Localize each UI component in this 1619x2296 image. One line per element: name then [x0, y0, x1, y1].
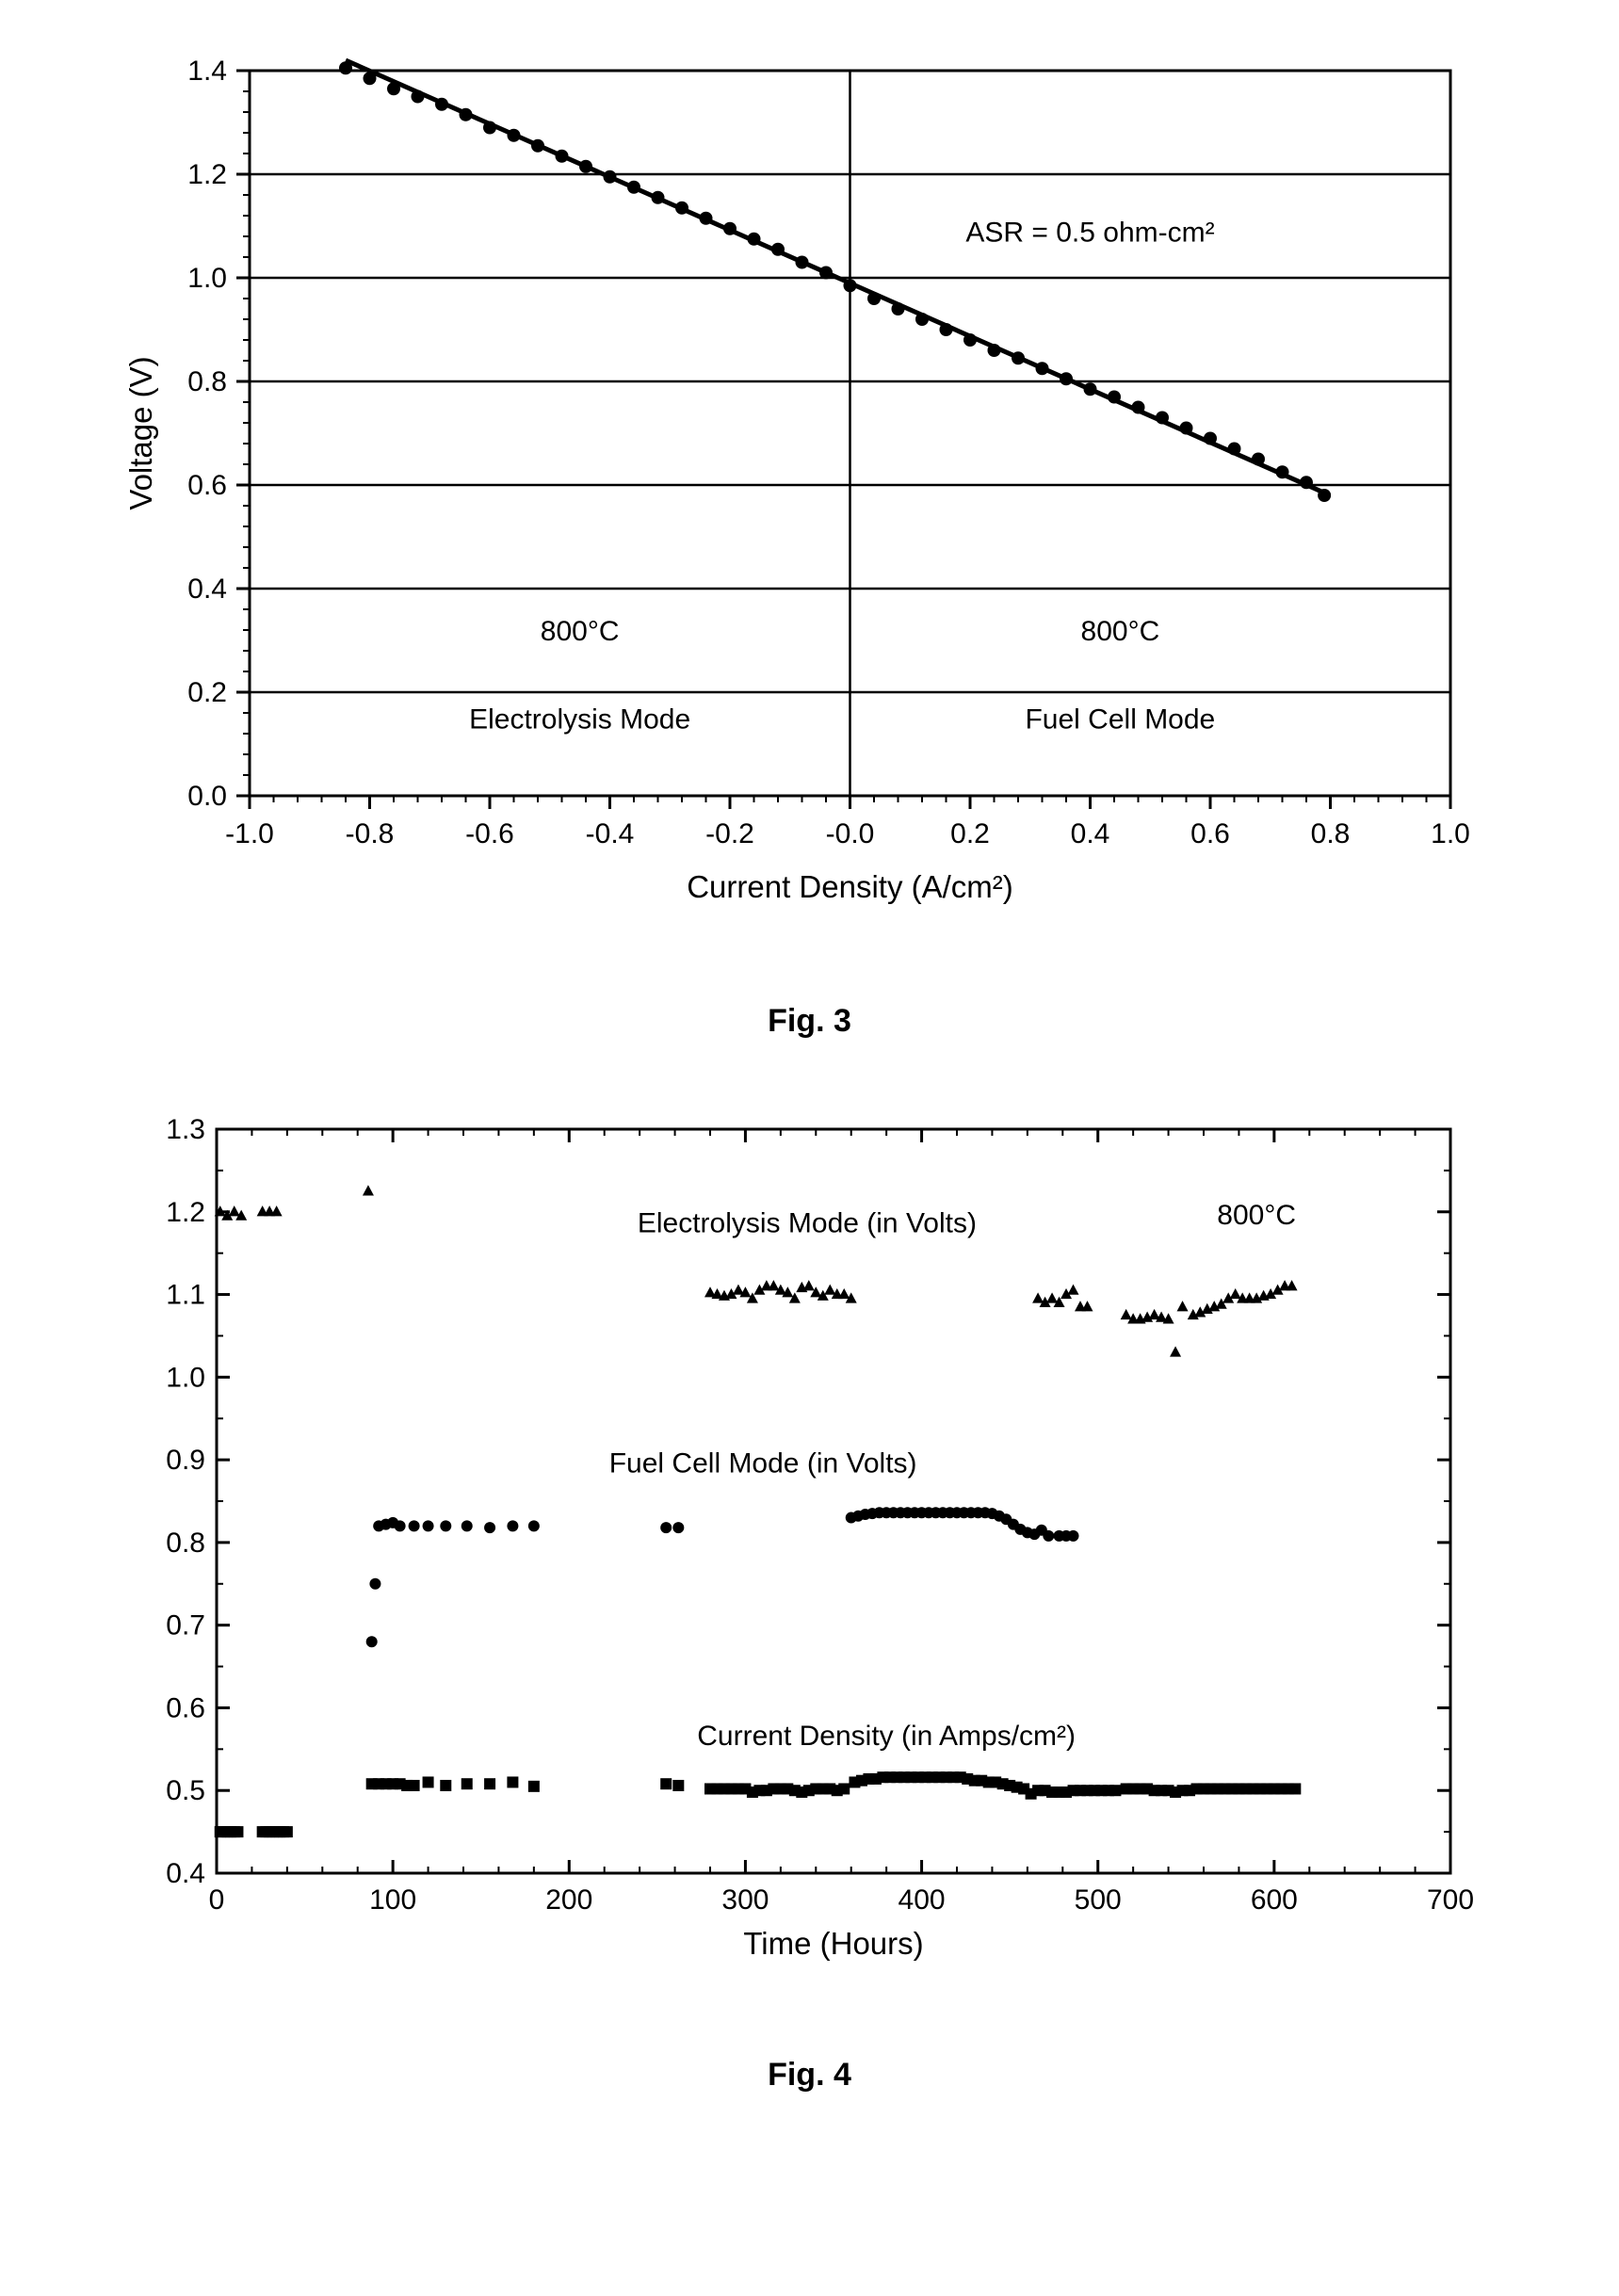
svg-text:0.4: 0.4: [166, 1858, 205, 1889]
svg-text:0.6: 0.6: [187, 470, 227, 501]
svg-text:Electrolysis Mode (in Volts): Electrolysis Mode (in Volts): [638, 1208, 977, 1239]
fig3-container: -1.0 -0.8 -0.6 -0.4 -0.2 -0.0 0.2 0.4 0.6 0.8 1.0 0…: [57, 38, 1562, 975]
svg-text:Time (Hours): Time (Hours): [743, 1926, 923, 1961]
svg-text:800°C: 800°C: [541, 616, 620, 647]
svg-text:0.8: 0.8: [187, 366, 227, 397]
fig3-chart: -1.0 -0.8 -0.6 -0.4 -0.2 -0.0 0.2 0.4 0.6 0.8 1.0 0…: [57, 38, 1507, 970]
svg-text:-0.2: -0.2: [705, 818, 754, 849]
page: -1.0-0.8-0.6-0.4-0.2-0.00.20.40.60.81.00…: [0, 0, 1619, 2188]
fig4-caption: Fig. 4: [57, 2057, 1562, 2094]
svg-text:-0.4: -0.4: [586, 818, 635, 849]
svg-text:1.2: 1.2: [187, 159, 227, 190]
svg-text:0.0: 0.0: [187, 781, 227, 812]
svg-text:1.1: 1.1: [166, 1280, 205, 1311]
svg-text:600: 600: [1251, 1884, 1298, 1916]
fig4-chart: 0 100 200 300 400 500 600 700 0.4 0.5 0.6 0.7 0.8 0.9…: [57, 1096, 1507, 2024]
svg-text:0.5: 0.5: [166, 1775, 205, 1806]
svg-text:0.9: 0.9: [166, 1445, 205, 1476]
svg-text:Electrolysis Mode: Electrolysis Mode: [469, 704, 690, 736]
svg-text:700: 700: [1427, 1884, 1474, 1916]
svg-text:Current Density (A/cm²): Current Density (A/cm²): [687, 869, 1013, 904]
svg-text:1.0: 1.0: [166, 1362, 205, 1393]
svg-text:400: 400: [899, 1884, 946, 1916]
svg-text:100: 100: [369, 1884, 416, 1916]
svg-text:200: 200: [545, 1884, 592, 1916]
svg-text:1.3: 1.3: [166, 1114, 205, 1145]
svg-text:0.7: 0.7: [166, 1610, 205, 1641]
svg-text:300: 300: [721, 1884, 769, 1916]
svg-text:Fuel Cell Mode (in Volts): Fuel Cell Mode (in Volts): [609, 1447, 917, 1479]
svg-text:1.2: 1.2: [166, 1197, 205, 1228]
svg-text:0.2: 0.2: [950, 818, 990, 849]
svg-text:1.4: 1.4: [187, 56, 227, 87]
svg-text:800°C: 800°C: [1217, 1200, 1296, 1231]
svg-text:0.2: 0.2: [187, 677, 227, 708]
svg-text:0: 0: [209, 1884, 225, 1916]
svg-text:0.8: 0.8: [1311, 818, 1351, 849]
svg-text:-0.0: -0.0: [826, 818, 875, 849]
svg-text:0.4: 0.4: [1071, 818, 1110, 849]
svg-text:Voltage (V): Voltage (V): [123, 356, 158, 509]
svg-text:1.0: 1.0: [1431, 818, 1470, 849]
svg-text:ASR = 0.5 ohm-cm²: ASR = 0.5 ohm-cm²: [965, 218, 1214, 249]
fig4-container: 0 100 200 300 400 500 600 700 0.4 0.5 0.6 0.7 0.8 0.9…: [57, 1096, 1562, 2029]
svg-text:0.4: 0.4: [187, 574, 227, 605]
svg-text:0.6: 0.6: [166, 1692, 205, 1723]
svg-text:-1.0: -1.0: [225, 818, 274, 849]
svg-text:0.8: 0.8: [166, 1528, 205, 1559]
svg-text:Current Density (in Amps/cm²): Current Density (in Amps/cm²): [697, 1721, 1076, 1752]
svg-text:0.6: 0.6: [1190, 818, 1230, 849]
svg-text:800°C: 800°C: [1081, 616, 1160, 647]
fig3-caption: Fig. 3: [57, 1003, 1562, 1040]
svg-text:500: 500: [1075, 1884, 1122, 1916]
svg-text:-0.6: -0.6: [465, 818, 514, 849]
svg-text:1.0: 1.0: [187, 263, 227, 294]
svg-text:-0.8: -0.8: [346, 818, 395, 849]
svg-text:Fuel Cell Mode: Fuel Cell Mode: [1025, 704, 1215, 736]
